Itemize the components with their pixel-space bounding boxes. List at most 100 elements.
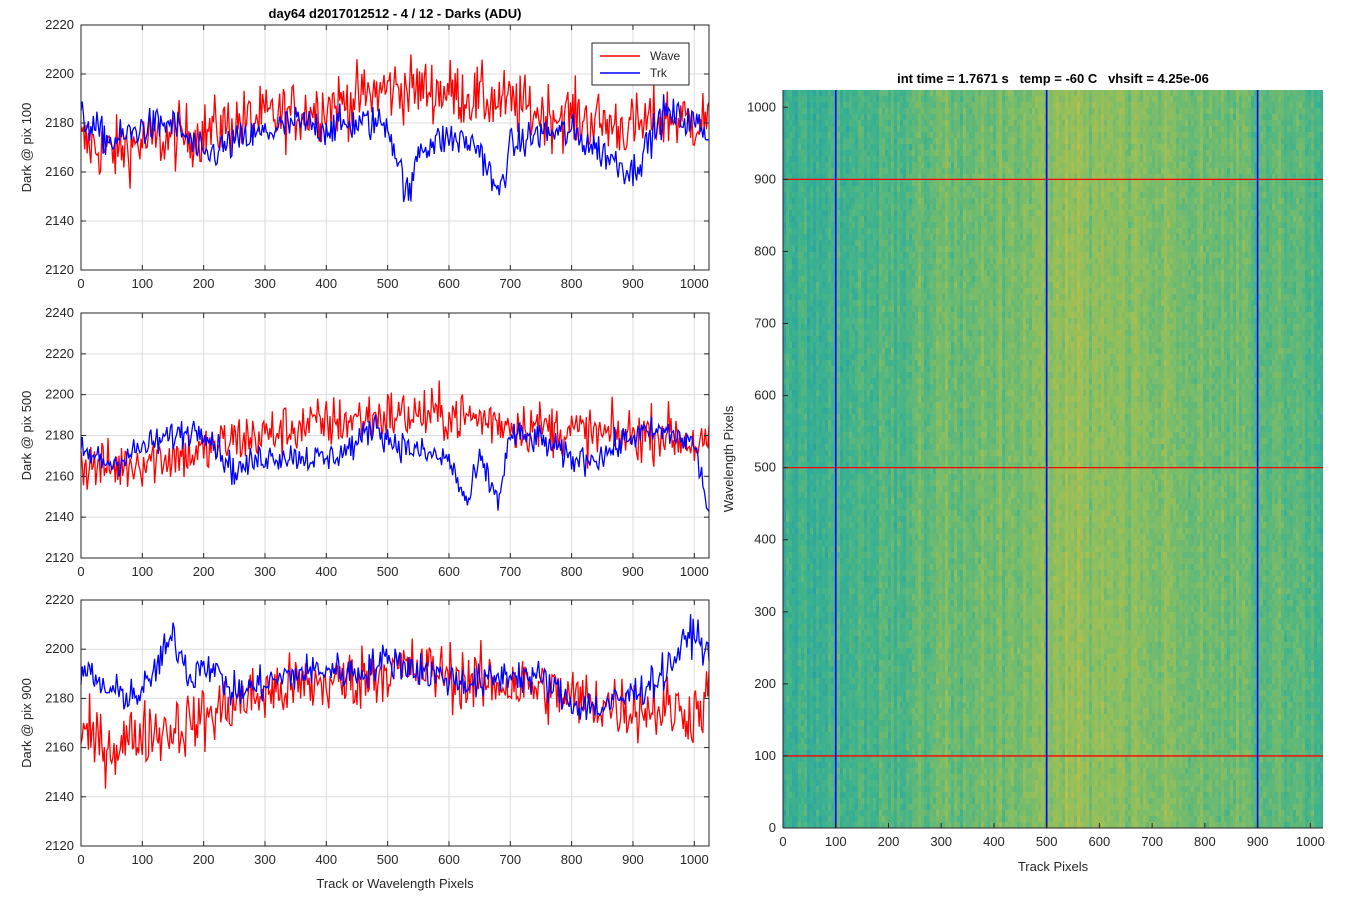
heatmap-cell: [804, 756, 807, 762]
heatmap-cell: [867, 108, 870, 114]
heatmap-cell: [858, 162, 861, 168]
heatmap-cell: [855, 612, 858, 618]
heatmap-cell: [807, 192, 810, 198]
heatmap-cell: [822, 114, 825, 120]
heatmap-cell: [891, 132, 894, 138]
heatmap-cell: [879, 444, 882, 450]
heatmap-cell: [828, 216, 831, 222]
heatmap-cell: [864, 108, 867, 114]
heatmap-cell: [792, 558, 795, 564]
heatmap-cell: [897, 576, 900, 582]
heatmap-cell: [843, 138, 846, 144]
heatmap-cell: [795, 114, 798, 120]
heatmap-cell: [876, 666, 879, 672]
heatmap-cell: [882, 678, 885, 684]
heatmap-cell: [813, 762, 816, 768]
heatmap-cell: [840, 252, 843, 258]
heatmap-cell: [801, 732, 804, 738]
heatmap-cell: [792, 774, 795, 780]
heatmap-cell: [873, 156, 876, 162]
heatmap-cell: [885, 288, 888, 294]
heatmap-cell: [795, 234, 798, 240]
heatmap-cell: [891, 96, 894, 102]
heatmap-cell: [852, 780, 855, 786]
heatmap-cell: [816, 180, 819, 186]
heatmap-cell: [849, 360, 852, 366]
heatmap-cell: [864, 156, 867, 162]
heatmap-cell: [873, 690, 876, 696]
heatmap-cell: [858, 132, 861, 138]
heatmap-cell: [795, 486, 798, 492]
heatmap-cell: [837, 822, 840, 828]
heatmap-cell: [855, 348, 858, 354]
heatmap-cell: [795, 258, 798, 264]
heatmap-cell: [864, 300, 867, 306]
heatmap-cell: [828, 660, 831, 666]
heatmap-cell: [819, 258, 822, 264]
heatmap-cell: [843, 252, 846, 258]
heatmap-cell: [795, 144, 798, 150]
heatmap-cell: [804, 720, 807, 726]
heatmap-cell: [795, 300, 798, 306]
heatmap-cell: [810, 306, 813, 312]
heatmap-cell: [849, 294, 852, 300]
heatmap-cell: [843, 600, 846, 606]
heatmap-cell: [840, 378, 843, 384]
heatmap-cell: [783, 786, 786, 792]
heatmap-cell: [885, 822, 888, 828]
heatmap-cell: [873, 114, 876, 120]
heatmap-cell: [888, 480, 891, 486]
heatmap-cell: [810, 612, 813, 618]
heatmap-cell: [891, 456, 894, 462]
heatmap-cell: [816, 504, 819, 510]
heatmap-cell: [837, 618, 840, 624]
heatmap-cell: [849, 612, 852, 618]
heatmap-cell: [831, 492, 834, 498]
heatmap-cell: [843, 186, 846, 192]
heatmap-cell: [831, 312, 834, 318]
heatmap-cell: [855, 444, 858, 450]
heatmap-cell: [873, 774, 876, 780]
heatmap-cell: [837, 180, 840, 186]
heatmap-cell: [822, 420, 825, 426]
heatmap-cell: [891, 438, 894, 444]
heatmap-cell: [798, 132, 801, 138]
heatmap-cell: [804, 498, 807, 504]
heatmap-cell: [825, 714, 828, 720]
heatmap-cell: [840, 768, 843, 774]
heatmap-cell: [897, 216, 900, 222]
heatmap-cell: [828, 732, 831, 738]
heatmap-cell: [831, 570, 834, 576]
heatmap-cell: [795, 132, 798, 138]
heatmap-cell: [882, 528, 885, 534]
heatmap-cell: [825, 552, 828, 558]
heatmap-cell: [837, 192, 840, 198]
heatmap-cell: [825, 174, 828, 180]
heatmap-cell: [813, 714, 816, 720]
heatmap-cell: [876, 522, 879, 528]
heatmap-cell: [843, 432, 846, 438]
heatmap-cell: [807, 270, 810, 276]
heatmap-cell: [801, 666, 804, 672]
heatmap-cell: [843, 318, 846, 324]
heatmap-cell: [798, 618, 801, 624]
heatmap-cell: [822, 120, 825, 126]
heatmap-cell: [852, 576, 855, 582]
heatmap-cell: [792, 234, 795, 240]
heatmap-cell: [879, 708, 882, 714]
heatmap-cell: [897, 120, 900, 126]
heatmap-cell: [831, 726, 834, 732]
heatmap-cell: [795, 168, 798, 174]
heatmap-cell: [849, 702, 852, 708]
heatmap-cell: [786, 672, 789, 678]
heatmap-cell: [801, 606, 804, 612]
heatmap-cell: [852, 480, 855, 486]
heatmap-cell: [882, 306, 885, 312]
heatmap-cell: [798, 192, 801, 198]
heatmap-cell: [801, 474, 804, 480]
heatmap-cell: [873, 798, 876, 804]
heatmap-cell: [855, 288, 858, 294]
heatmap-cell: [792, 378, 795, 384]
heatmap-cell: [846, 420, 849, 426]
heatmap-cell: [882, 612, 885, 618]
